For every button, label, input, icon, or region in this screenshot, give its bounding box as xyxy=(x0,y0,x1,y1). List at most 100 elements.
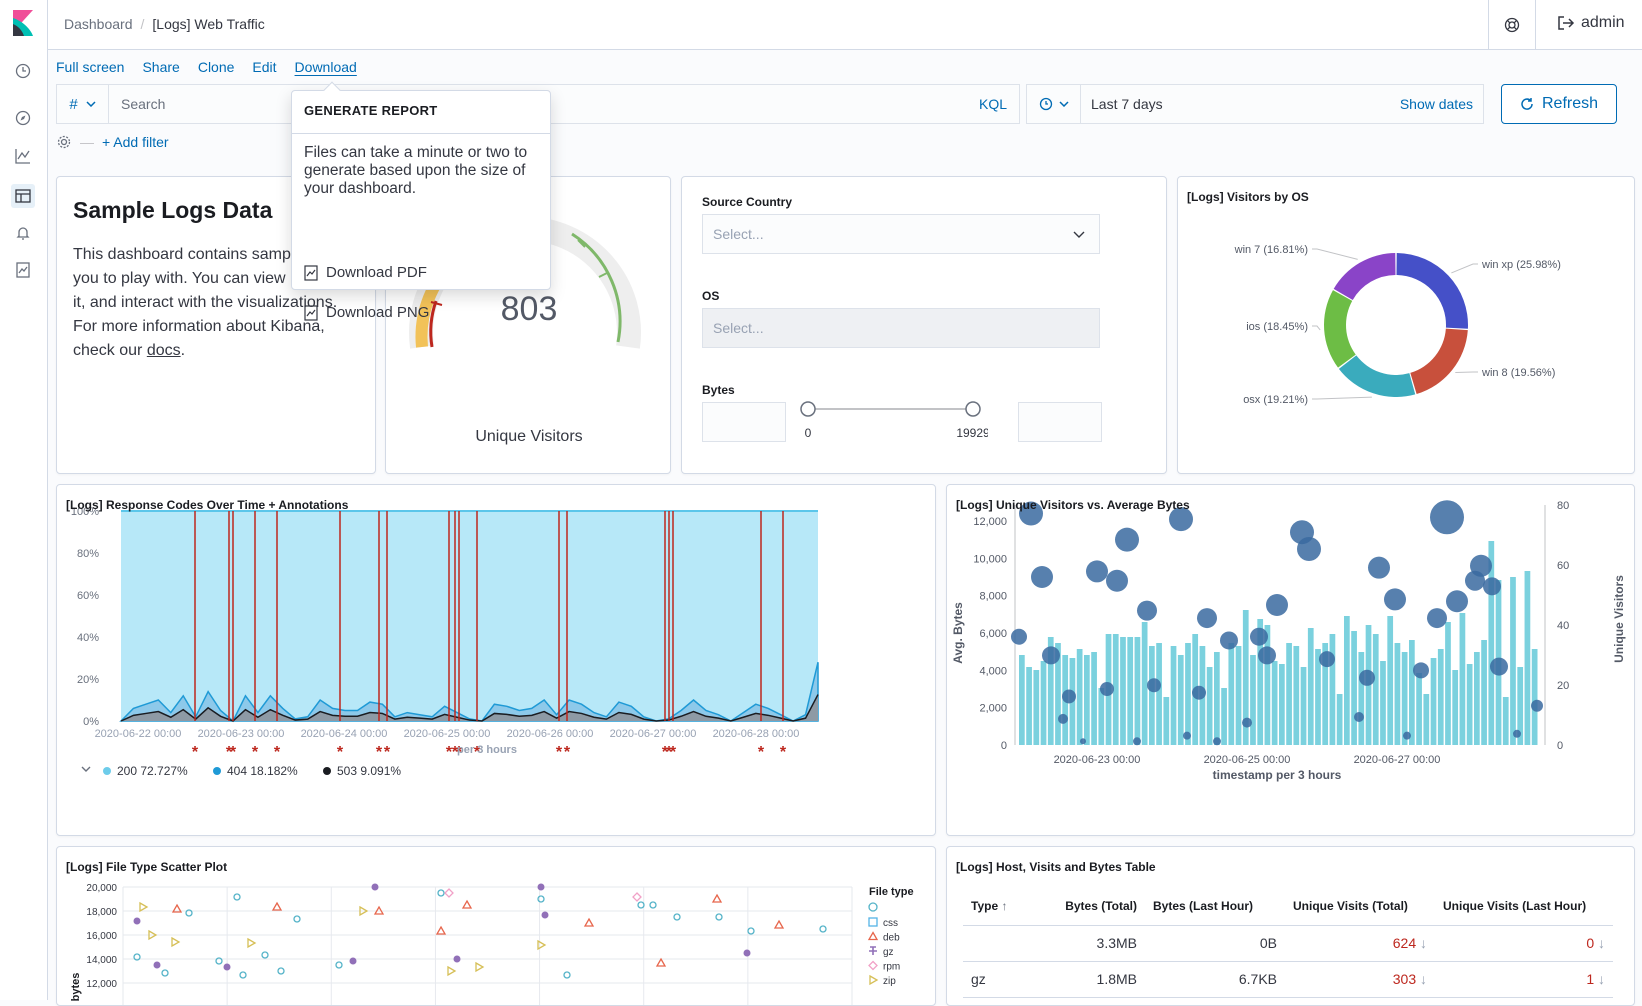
annotation-marker: * xyxy=(456,744,463,761)
panel-title: [Logs] File Type Scatter Plot xyxy=(66,860,228,874)
y-tick-label: 60% xyxy=(77,590,99,602)
donut-leader-line xyxy=(1312,396,1372,400)
bubble-avg-bytes xyxy=(1354,712,1364,722)
kibana-logo[interactable] xyxy=(10,10,36,36)
scatter-point-gz xyxy=(349,957,357,965)
download-pdf-button[interactable]: Download PDF xyxy=(304,264,427,281)
docs-link[interactable]: docs xyxy=(146,342,181,359)
user-menu-button[interactable]: admin xyxy=(1557,14,1625,32)
bytes-range-slider[interactable]: 0 19929 xyxy=(798,399,988,445)
breadcrumb-separator: / xyxy=(140,16,145,32)
legend-swatch xyxy=(103,767,111,775)
y-tick-label: 0% xyxy=(83,716,99,728)
bubble-avg-bytes xyxy=(1042,646,1060,665)
bar-unique-visitors xyxy=(1040,661,1047,745)
y-tick-label: 80% xyxy=(77,548,99,560)
slider-handle-min xyxy=(800,401,816,417)
col-unique-visits-total[interactable]: Unique Visits (Total) xyxy=(1285,887,1435,926)
annotation-marker: * xyxy=(192,744,199,761)
bytes-min-input[interactable] xyxy=(702,402,786,442)
bubble-avg-bytes xyxy=(1058,713,1068,724)
bar-unique-visitors xyxy=(1502,697,1509,745)
os-select[interactable]: Select... xyxy=(702,308,1100,348)
add-filter-link[interactable]: + Add filter xyxy=(102,134,169,150)
panel-title: [Logs] Unique Visitors vs. Average Bytes xyxy=(956,498,1190,512)
bubble-avg-bytes xyxy=(1427,608,1447,629)
scatter-point-gz xyxy=(371,883,379,891)
alerts-bell-icon[interactable] xyxy=(13,223,33,243)
bar-unique-visitors xyxy=(1242,610,1249,745)
share-link[interactable]: Share xyxy=(142,59,180,75)
source-country-select[interactable]: Select... xyxy=(702,214,1100,254)
saved-query-menu-button[interactable]: # xyxy=(57,85,109,123)
help-button[interactable] xyxy=(1488,0,1536,50)
x-tick-label: 2020-06-23 00:00 xyxy=(198,728,285,740)
bar-unique-visitors xyxy=(1329,634,1336,745)
kql-toggle[interactable]: KQL xyxy=(978,96,1007,112)
col-unique-visits-last-hour[interactable]: Unique Visits (Last Hour) xyxy=(1435,887,1613,926)
bubble-avg-bytes xyxy=(1368,556,1390,579)
table-header-row: Type ↑ Bytes (Total) Bytes (Last Hour) U… xyxy=(963,887,1613,926)
y-left-tick-label: 10,000 xyxy=(973,553,1007,565)
y-tick-label: 20% xyxy=(77,674,99,686)
bar-unique-visitors xyxy=(1307,628,1314,745)
source-country-label: Source Country xyxy=(702,195,793,209)
edit-link[interactable]: Edit xyxy=(252,59,277,75)
x-tick-label: 2020-06-26 00:00 xyxy=(507,728,594,740)
cell-bytes-last-hour: 0B xyxy=(1145,925,1285,962)
trend-down-icon: ↓ xyxy=(1420,971,1427,987)
area-200 xyxy=(121,511,818,721)
reporting-icon[interactable] xyxy=(13,260,33,280)
annotation-marker: * xyxy=(758,744,765,761)
settings-gear-icon[interactable] xyxy=(56,134,72,150)
y-left-tick-label: 8,000 xyxy=(979,591,1007,603)
discover-compass-icon[interactable] xyxy=(13,108,33,128)
cell-bytes-last-hour: 6.7KB xyxy=(1145,961,1285,998)
bar-unique-visitors xyxy=(1510,577,1516,745)
scatter-point-other xyxy=(161,969,169,977)
bubble-avg-bytes xyxy=(1115,527,1139,552)
recent-clock-icon[interactable] xyxy=(13,61,33,81)
bar-unique-visitors xyxy=(1228,643,1235,745)
x-tick-label: 2020-06-27 00:00 xyxy=(610,728,697,740)
bar-unique-visitors xyxy=(1033,670,1040,745)
scatter-point-gz xyxy=(153,961,161,969)
quick-select-button[interactable] xyxy=(1027,85,1081,123)
breadcrumb-dashboard[interactable]: Dashboard xyxy=(64,16,133,32)
x-tick-label: 2020-06-24 00:00 xyxy=(301,728,388,740)
col-bytes-last-hour[interactable]: Bytes (Last Hour) xyxy=(1145,887,1285,926)
bubble-avg-bytes xyxy=(1242,717,1252,728)
table-row: gz 1.8MB 6.7KB 303 ↓ 1 ↓ xyxy=(963,961,1613,998)
clone-link[interactable]: Clone xyxy=(197,59,235,75)
bar-unique-visitors xyxy=(1271,661,1278,745)
bar-unique-visitors xyxy=(1177,655,1184,745)
annotation-marker: * xyxy=(666,744,673,761)
area-503 xyxy=(121,694,818,721)
scatter-point-deb xyxy=(655,957,667,967)
annotation-marker: * xyxy=(662,744,669,761)
date-range-label[interactable]: Last 7 days xyxy=(1091,96,1163,112)
bytes-max-input[interactable] xyxy=(1018,402,1102,442)
side-nav xyxy=(0,0,48,1000)
scatter-point-zip xyxy=(475,961,485,973)
col-bytes-total[interactable]: Bytes (Total) xyxy=(1035,887,1145,926)
bar-unique-visitors xyxy=(1091,652,1097,745)
show-dates-link[interactable]: Show dates xyxy=(1399,96,1473,112)
download-png-button[interactable]: Download PNG xyxy=(304,304,429,321)
gauge-tick xyxy=(430,301,443,306)
dashboard-icon[interactable] xyxy=(11,184,35,208)
refresh-button[interactable]: Refresh xyxy=(1501,84,1617,124)
annotation-marker: * xyxy=(556,744,563,761)
bar-unique-visitors xyxy=(1524,571,1531,745)
col-type[interactable]: Type ↑ xyxy=(963,887,1035,926)
annotation-marker: * xyxy=(226,744,233,761)
x-tick-label: 2020-06-22 00:00 xyxy=(95,728,182,740)
scatter-point-other xyxy=(673,913,681,921)
bar-unique-visitors xyxy=(1380,661,1386,745)
help-lifebuoy-icon xyxy=(1504,17,1520,33)
visualize-icon[interactable] xyxy=(13,146,33,166)
document-chart-icon xyxy=(304,264,318,281)
download-link[interactable]: Download xyxy=(294,59,357,75)
full-screen-link[interactable]: Full screen xyxy=(56,59,125,75)
annotation-marker: * xyxy=(252,744,259,761)
